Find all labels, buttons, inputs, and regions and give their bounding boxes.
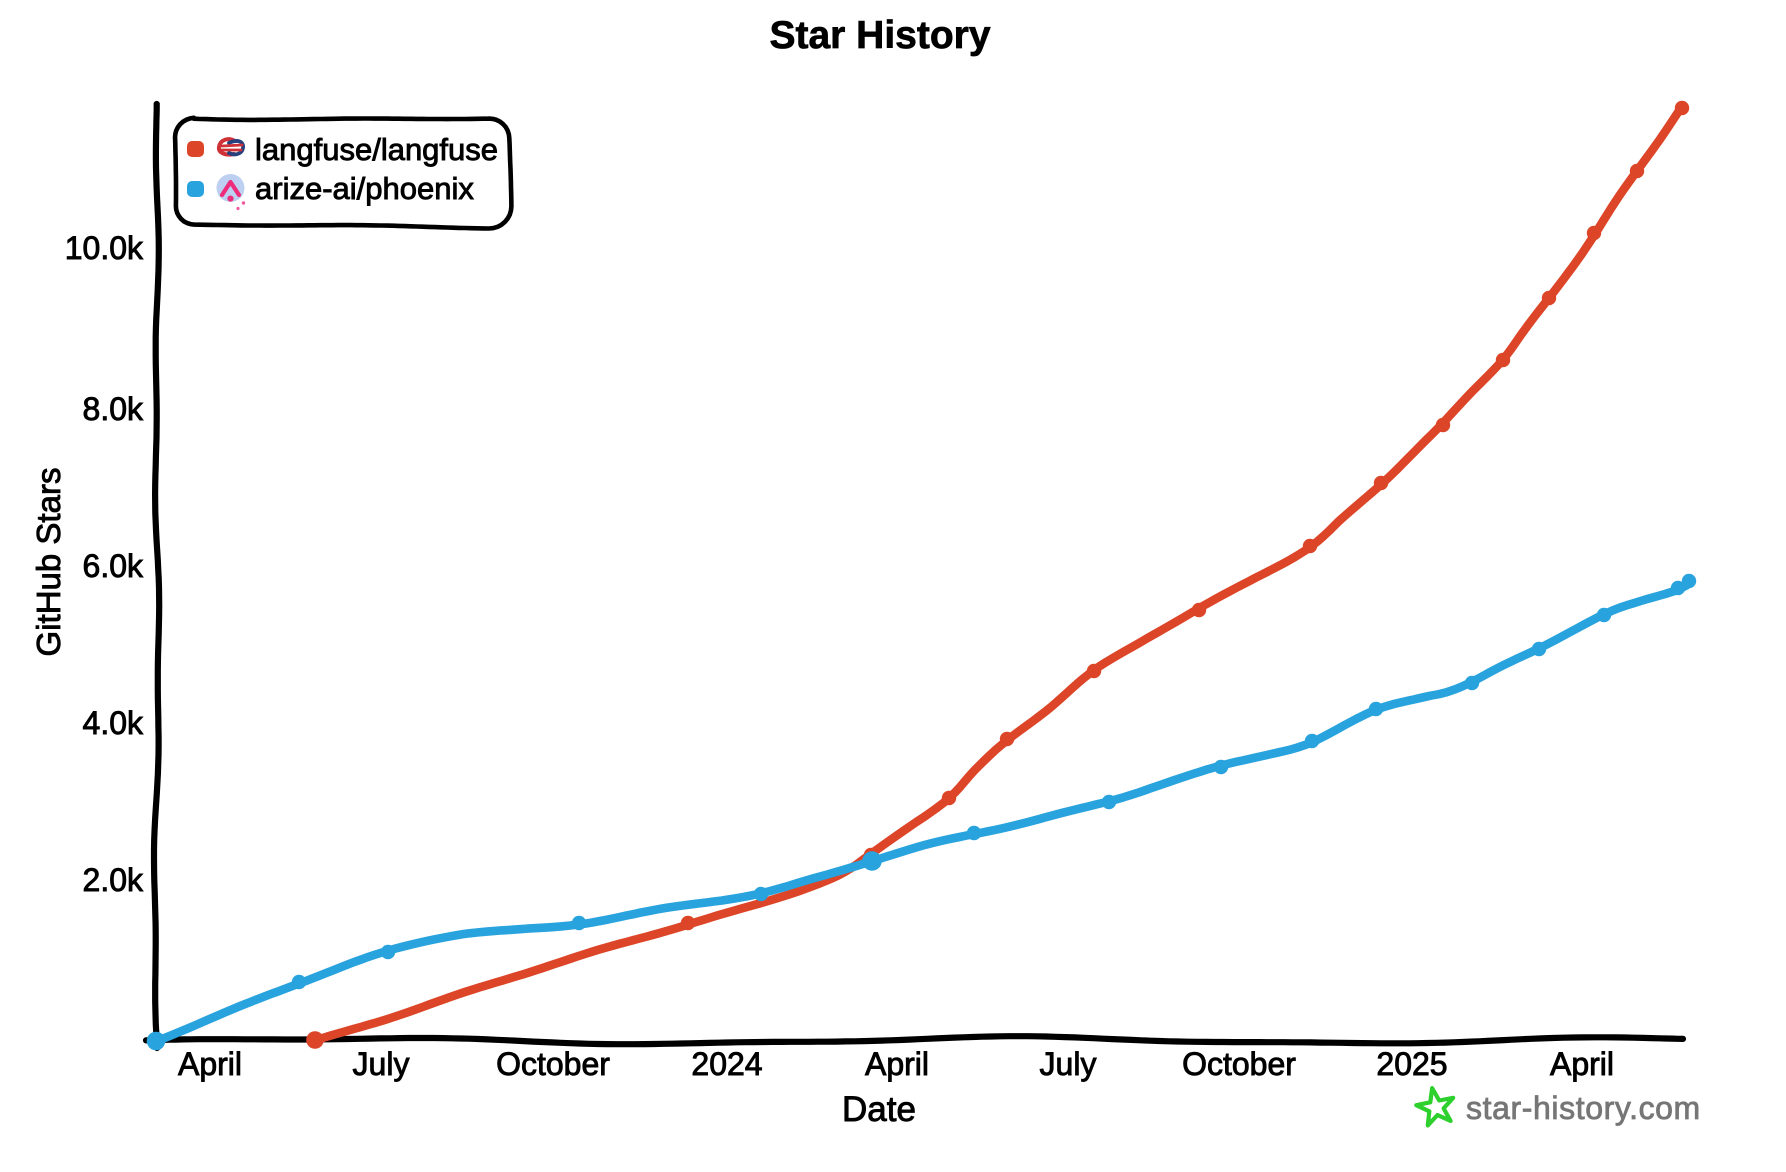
- svg-text:April: April: [865, 1046, 929, 1082]
- svg-text:10.0k: 10.0k: [65, 230, 144, 266]
- svg-text:July: July: [353, 1046, 410, 1082]
- svg-text:October: October: [1182, 1046, 1296, 1082]
- svg-text:4.0k: 4.0k: [83, 705, 144, 741]
- svg-text:arize-ai/phoenix: arize-ai/phoenix: [255, 171, 474, 206]
- svg-text:2024: 2024: [691, 1046, 762, 1082]
- svg-text:Date: Date: [842, 1090, 916, 1129]
- svg-text:star-history.com: star-history.com: [1466, 1090, 1701, 1126]
- svg-text:2.0k: 2.0k: [83, 862, 144, 898]
- svg-text:April: April: [1550, 1046, 1614, 1082]
- svg-text:July: July: [1040, 1046, 1097, 1082]
- svg-text:October: October: [496, 1046, 610, 1082]
- svg-text:Star History: Star History: [769, 14, 990, 57]
- svg-text:langfuse/langfuse: langfuse/langfuse: [255, 132, 498, 167]
- svg-text:6.0k: 6.0k: [83, 548, 144, 584]
- svg-text:April: April: [178, 1046, 242, 1082]
- svg-text:8.0k: 8.0k: [83, 391, 144, 427]
- svg-text:GitHub Stars: GitHub Stars: [30, 468, 67, 657]
- svg-text:2025: 2025: [1376, 1046, 1447, 1082]
